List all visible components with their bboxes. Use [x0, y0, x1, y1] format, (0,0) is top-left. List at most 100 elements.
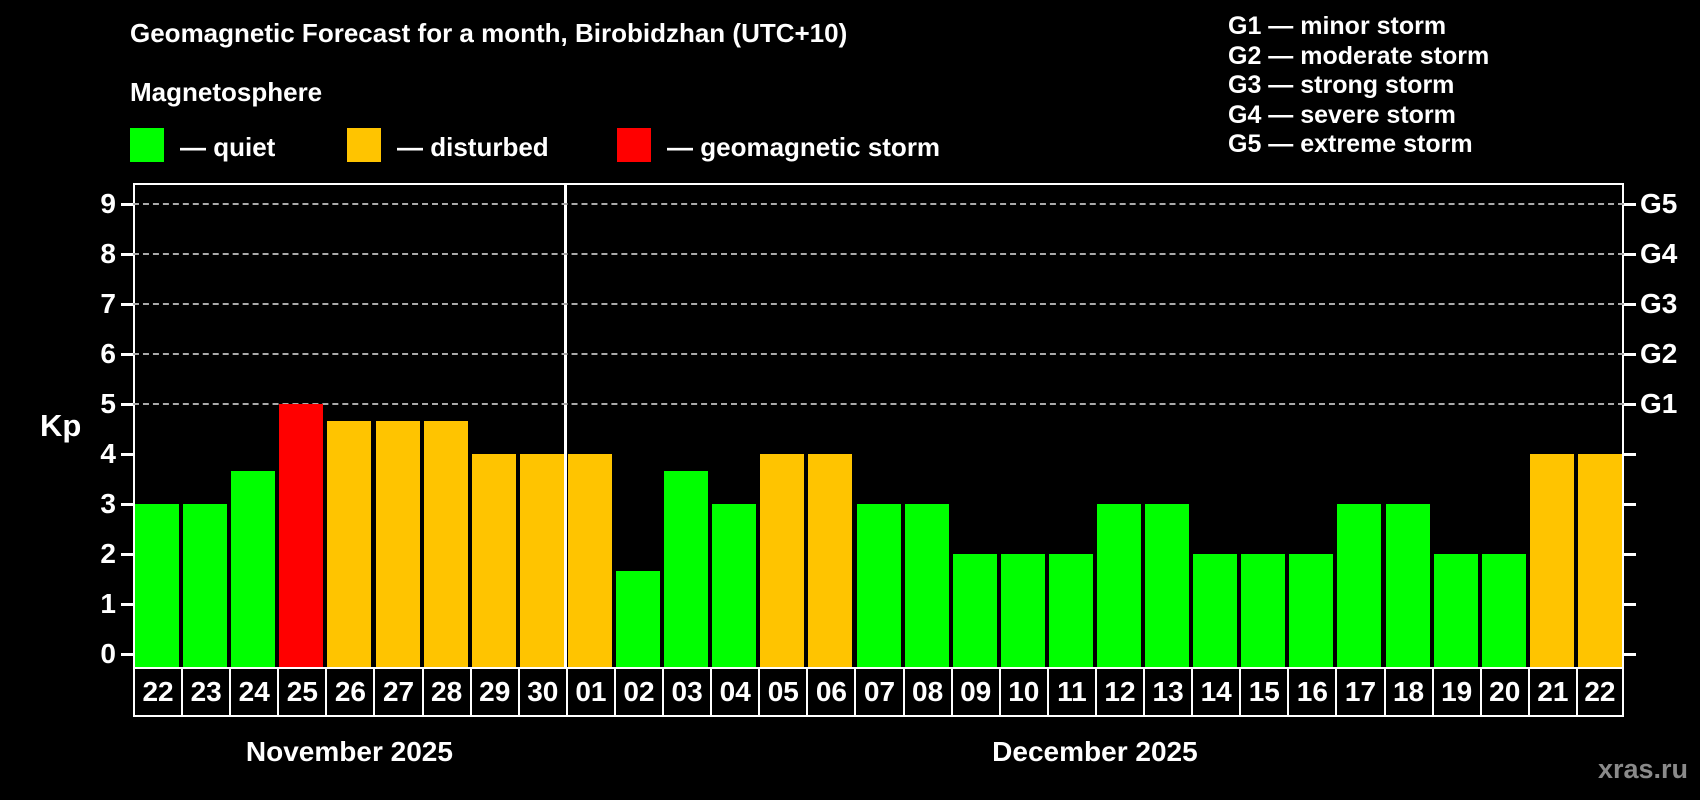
g5-legend-line: G5 — extreme storm — [1228, 130, 1473, 158]
kp-bar-nov-26 — [327, 420, 372, 667]
kp-bar-nov-23 — [183, 504, 228, 667]
g2-legend-line: G2 — moderate storm — [1228, 41, 1490, 70]
disturbed-legend-swatch — [347, 128, 381, 162]
y-axis-tick-1 — [121, 602, 133, 606]
date-cell-nov-22: 22 — [133, 667, 184, 717]
chart-subtitle: Magnetosphere — [130, 77, 323, 107]
date-cell-nov-25: 25 — [277, 667, 328, 717]
kp-bar-dec-18 — [1385, 504, 1430, 667]
kp-bar-dec-08 — [904, 504, 949, 667]
kp-bar-dec-05 — [760, 454, 805, 667]
y-axis-tick-label-9: 9 — [100, 188, 116, 220]
kp-bar-nov-22 — [135, 504, 180, 667]
kp-bar-dec-04 — [712, 504, 757, 667]
y-axis-tick-label-1: 1 — [100, 588, 116, 620]
y-axis-tick-label-4: 4 — [100, 438, 116, 470]
y-axis-tick-label-2: 2 — [100, 538, 116, 570]
date-cell-dec-03: 03 — [662, 667, 713, 717]
month-label-november: November 2025 — [245, 736, 453, 767]
date-cell-dec-04: 04 — [710, 667, 761, 717]
y-axis-tick-5 — [121, 402, 133, 406]
y-axis-tick-label-3: 3 — [100, 488, 116, 520]
date-cell-dec-08: 08 — [902, 667, 953, 717]
kp-bar-nov-27 — [375, 420, 420, 667]
month-divider-line — [564, 183, 568, 667]
date-cell-dec-19: 19 — [1431, 667, 1482, 717]
y-axis-tick-8 — [121, 252, 133, 256]
y-axis-tick-3 — [121, 502, 133, 506]
date-cell-nov-23: 23 — [181, 667, 232, 717]
y-axis-tick-7 — [121, 302, 133, 306]
date-cell-dec-11: 11 — [1046, 667, 1097, 717]
kp-bar-nov-28 — [423, 420, 468, 667]
g-axis-tick-7 — [1624, 302, 1636, 306]
quiet-legend-swatch — [130, 128, 164, 162]
storm-legend-swatch — [617, 128, 651, 162]
y-axis-tick-9 — [121, 202, 133, 206]
date-cell-dec-09: 09 — [950, 667, 1001, 717]
kp-bar-dec-15 — [1241, 554, 1286, 667]
y-axis-tick-label-7: 7 — [100, 288, 116, 320]
plot-area: 0 1 2 3 4 5 6 7 8 9 G1 G2 G3 G4 G5 — [100, 183, 1677, 669]
kp-bar-dec-20 — [1481, 554, 1526, 667]
date-cell-nov-28: 28 — [421, 667, 472, 717]
g-axis-tick-4 — [1624, 452, 1636, 456]
y-axis-title: Kp — [40, 408, 82, 443]
g-axis-label-G5: G5 — [1640, 188, 1678, 220]
g-axis-label-G4: G4 — [1640, 238, 1678, 270]
date-cell-dec-20: 20 — [1479, 667, 1530, 717]
y-axis-tick-4 — [121, 452, 133, 456]
date-cell-dec-16: 16 — [1287, 667, 1338, 717]
g-scale-legend: G1 — minor storm G2 — moderate storm G3 … — [1228, 12, 1489, 160]
kp-bar-dec-17 — [1337, 504, 1382, 667]
date-cell-nov-27: 27 — [373, 667, 424, 717]
kp-bar-dec-02 — [616, 570, 661, 667]
kp-bar-nov-29 — [471, 454, 516, 667]
y-axis-tick-label-5: 5 — [100, 388, 116, 420]
g-axis-tick-0 — [1624, 652, 1636, 656]
g-axis-label-G1: G1 — [1640, 388, 1678, 420]
g-axis-tick-1 — [1624, 602, 1636, 606]
kp-bar-dec-03 — [664, 470, 709, 667]
y-axis-tick-label-8: 8 — [100, 238, 116, 270]
kp-bar-nov-24 — [231, 470, 276, 667]
g3-legend-line: G3 — strong storm — [1228, 71, 1455, 99]
date-cell-dec-06: 06 — [806, 667, 857, 717]
kp-bar-nov-25 — [279, 404, 324, 667]
kp-bar-dec-21 — [1529, 454, 1574, 667]
y-axis-tick-2 — [121, 552, 133, 556]
g-axis-label-G2: G2 — [1640, 338, 1678, 370]
date-cell-dec-22: 22 — [1575, 667, 1624, 717]
left-axis-line — [133, 183, 135, 667]
date-cell-dec-18: 18 — [1383, 667, 1434, 717]
kp-bar-dec-12 — [1096, 504, 1141, 667]
g4-legend-line: G4 — severe storm — [1228, 100, 1456, 129]
date-cell-dec-05: 05 — [758, 667, 809, 717]
date-cell-dec-02: 02 — [613, 667, 665, 717]
storm-legend-label: — geomagnetic storm — [667, 132, 941, 162]
g-axis-tick-3 — [1624, 502, 1636, 506]
kp-bar-nov-30 — [519, 454, 564, 667]
kp-bar-dec-10 — [1000, 554, 1045, 667]
kp-bar-dec-14 — [1193, 554, 1238, 667]
g-axis-tick-6 — [1624, 352, 1636, 356]
date-cell-dec-12: 12 — [1094, 667, 1146, 717]
g1-legend-line: G1 — minor storm — [1228, 12, 1447, 40]
watermark: xras.ru — [1597, 754, 1688, 784]
g-axis-label-G3: G3 — [1640, 288, 1678, 320]
g-axis-tick-2 — [1624, 552, 1636, 556]
kp-bar-dec-13 — [1145, 504, 1190, 667]
quiet-legend-label: — quiet — [180, 132, 276, 162]
date-cell-dec-07: 07 — [854, 667, 905, 717]
g-axis-tick-8 — [1624, 252, 1636, 256]
kp-bar-dec-09 — [952, 554, 997, 667]
date-cell-nov-24: 24 — [229, 667, 280, 717]
gridline-kp5 — [133, 403, 1624, 406]
gridline-kp9 — [133, 203, 1624, 206]
y-axis-tick-label-6: 6 — [100, 338, 116, 370]
date-cell-nov-29: 29 — [469, 667, 520, 717]
date-cell-dec-15: 15 — [1239, 667, 1290, 717]
y-axis-tick-label-0: 0 — [100, 638, 116, 670]
date-cell-dec-17: 17 — [1335, 667, 1386, 717]
